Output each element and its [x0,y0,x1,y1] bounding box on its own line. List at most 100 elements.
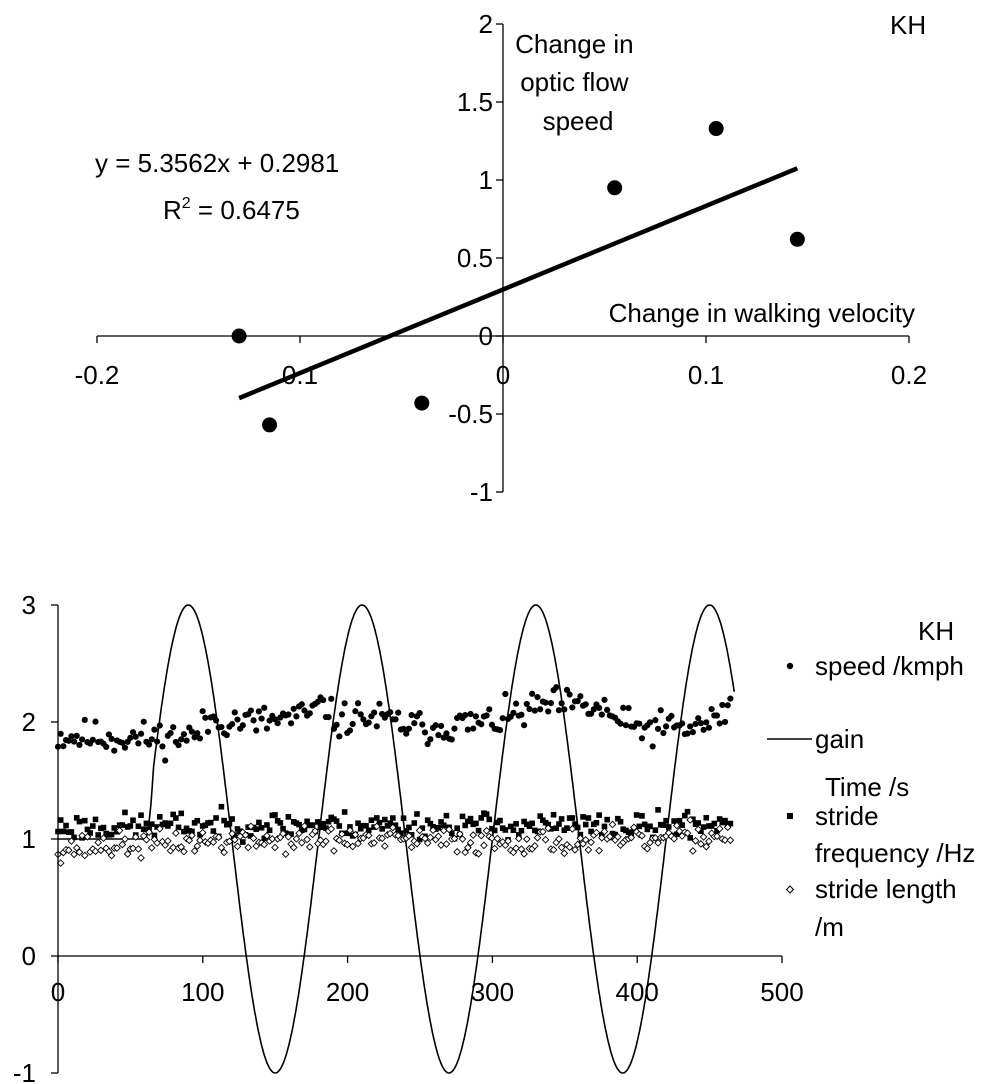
stride-frequency-point [210,828,217,834]
stride-length-point [97,846,105,855]
speed-point [724,702,731,709]
speed-point [108,735,115,742]
stride-length-point [260,840,269,849]
speed-point [486,706,493,713]
speed-point [196,735,204,742]
stride-frequency-point [140,826,147,833]
speed-point [721,718,729,726]
speed-point [360,716,367,723]
stride-length-point [217,843,226,852]
stride-frequency-point [582,821,589,828]
data-point [708,121,724,137]
stride-length-point [539,827,547,836]
speed-point [239,722,246,729]
speed-point [263,725,271,732]
y-tick-label: 3 [22,590,36,620]
stride-length-point [600,827,609,836]
stride-length-point [592,828,601,837]
stride-frequency-point [387,820,393,826]
stride-frequency-point [521,818,527,825]
speed-point [518,711,525,718]
stride-length-point [672,821,681,830]
stride-length-point [455,830,464,838]
speed-point [566,691,573,698]
stride-frequency-point [148,821,155,827]
stride-length-point [322,837,330,846]
speed-point [287,720,295,727]
speed-point [496,727,504,734]
legend-label-speed: speed /kmph [815,651,964,681]
speed-point [132,733,139,740]
speed-point [73,732,80,739]
gain-series [58,604,735,1074]
stride-length-point [190,847,199,855]
speed-point [285,711,292,718]
speed-point [558,700,565,707]
x-tick-label: 0.1 [688,360,724,390]
time-series-chart: -1 0 1 2 3 0 100 200 300 400 500 KH Time /s speed… [13,590,976,1084]
legend-marker-diamond [785,885,795,894]
stride-length-point [627,833,636,842]
stride-length-point [461,848,470,857]
stride-frequency-point [427,820,434,827]
x-tick-label: 0 [51,977,65,1007]
speed-point [119,739,126,746]
stride-length-point [137,854,145,862]
legend: speed /kmph gain stride frequency /Hz st… [767,651,975,942]
stride-length-point [675,827,684,835]
stride-frequency-point [596,812,602,818]
x-tick-label: 400 [616,977,659,1007]
speed-point [708,706,715,713]
speed-point [470,725,477,732]
stride-frequency-point [448,830,455,836]
x-tick-label: -0.2 [75,360,120,390]
legend-marker-square [787,813,793,819]
stride-length-point [437,841,445,849]
stride-length-point [188,831,196,840]
speed-point [521,722,528,729]
stride-frequency-point [266,827,273,834]
stride-length-point [64,846,73,855]
speed-point [333,721,340,728]
stride-length-point [597,833,606,842]
speed-point [679,720,686,727]
stride-length-point [346,826,354,835]
stride-frequency-point [695,820,702,826]
speed-point [60,743,67,750]
speed-point [400,725,407,732]
y-tick-label: 1 [479,165,493,195]
stride-frequency-point [280,825,286,832]
stride-frequency-point [647,823,653,830]
stride-frequency-point [443,812,450,819]
speed-point [563,686,571,694]
stride-frequency-point [438,819,444,825]
speed-point [250,717,257,724]
speed-point [336,733,343,740]
speed-point [204,728,212,735]
stride-length-point [78,831,86,840]
stride-frequency-point [395,826,402,833]
speed-point [341,700,348,707]
legend-item-speed: speed /kmph [786,651,964,681]
speed-point [421,729,429,736]
speed-point [349,720,356,728]
stride-frequency-point [156,814,163,820]
speed-point [145,741,153,748]
stride-frequency-point [722,817,728,824]
stride-frequency-point [424,817,431,823]
speed-point [127,734,134,741]
regression-equation: y = 5.3562x + 0.2981 [95,148,339,178]
stride-frequency-point [100,824,107,831]
speed-point [354,700,362,707]
speed-point [625,704,632,712]
stride-frequency-point [569,815,576,821]
speed-point [657,707,664,714]
stride-frequency-point [379,826,385,832]
speed-point [159,743,166,750]
stride-length-point [697,840,705,848]
stride-frequency-point [467,815,474,822]
stride-frequency-point [639,813,645,819]
stride-frequency-point [111,825,118,831]
stride-length-point [343,840,352,849]
stride-frequency-point [459,813,466,820]
